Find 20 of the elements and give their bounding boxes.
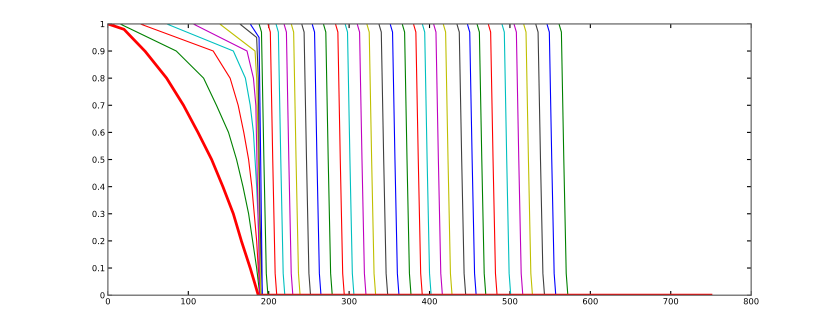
x-tick-label: 100 (181, 298, 196, 304)
y-tick-label: 0.5 (92, 156, 104, 163)
y-tick-label: 0.4 (92, 184, 105, 190)
y-tick-label: 0.9 (92, 48, 105, 54)
y-tick-label: 0.3 (92, 210, 104, 218)
x-tick-label: 600 (582, 298, 598, 304)
x-tick-label: 400 (422, 298, 437, 304)
x-tick-label: 300 (342, 298, 357, 304)
y-tick-label: 1 (100, 20, 104, 28)
y-tick-label: 0 (100, 292, 105, 298)
y-tick-label: 0.2 (92, 238, 104, 244)
x-tick-label: 500 (502, 298, 518, 304)
x-tick-label: 200 (261, 298, 276, 304)
y-tick-label: 0.8 (92, 75, 105, 82)
x-tick-label: 0 (106, 298, 110, 304)
x-tick-label: 800 (744, 298, 759, 304)
x-tick-label: 700 (663, 298, 678, 304)
y-tick-label: 0.1 (92, 265, 104, 272)
y-tick-label: 0.6 (92, 129, 105, 136)
y-tick-label: 0.7 (92, 102, 104, 109)
